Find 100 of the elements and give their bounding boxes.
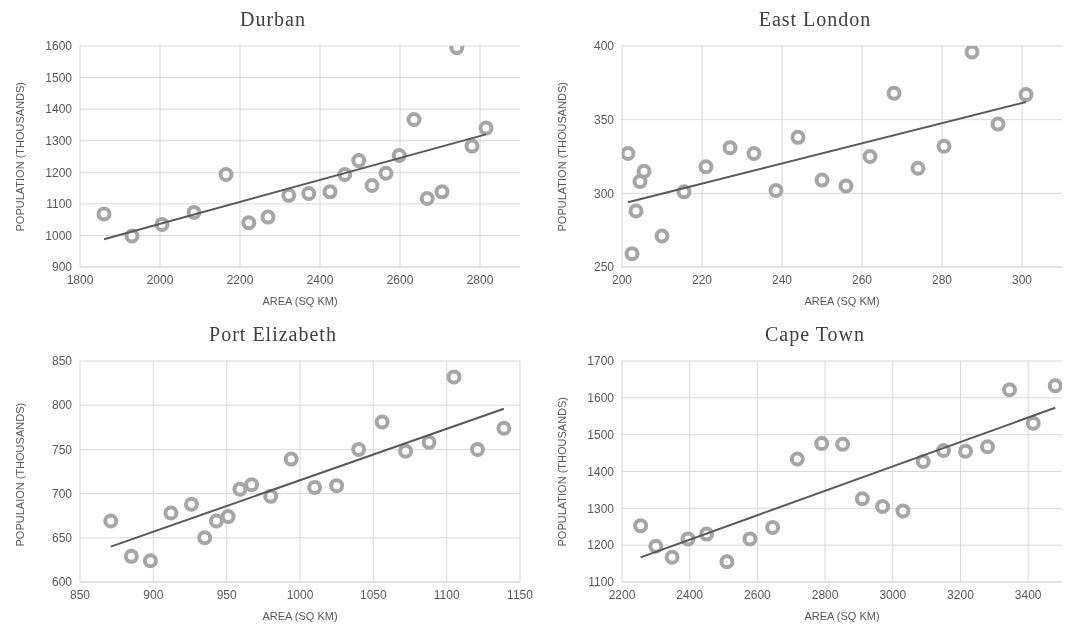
point — [1002, 382, 1018, 398]
y-tick-label: 800 — [51, 398, 73, 413]
x-tick-label: 2000 — [146, 272, 174, 287]
point — [364, 178, 380, 194]
point — [1018, 87, 1034, 103]
point — [329, 478, 345, 494]
point — [622, 146, 636, 162]
point — [632, 174, 648, 190]
point — [434, 184, 450, 200]
y-tick-label: 1500 — [587, 427, 615, 442]
y-tick-label: 600 — [51, 575, 73, 590]
x-tick-label: 1100 — [433, 587, 460, 602]
point — [103, 513, 119, 529]
y-tick-label: 350 — [593, 112, 615, 127]
x-tick-label: 3200 — [947, 587, 975, 602]
point — [719, 554, 735, 570]
point — [496, 420, 512, 436]
point — [183, 496, 199, 512]
point — [628, 203, 644, 219]
point — [351, 153, 367, 169]
x-tick-label: 2600 — [744, 587, 772, 602]
y-tick-label: 1600 — [587, 391, 615, 406]
point — [351, 441, 367, 457]
point — [301, 185, 317, 201]
point — [875, 498, 891, 514]
point — [633, 518, 649, 534]
point — [910, 160, 926, 176]
point — [964, 46, 980, 60]
x-tick-label: 900 — [143, 587, 164, 602]
point — [220, 509, 236, 525]
y-tick-label: 1100 — [588, 575, 615, 590]
y-tick-label: 1400 — [587, 464, 615, 479]
chart-title: East London — [757, 8, 873, 32]
point — [742, 531, 758, 547]
y-tick-label: 650 — [51, 531, 73, 546]
x-tick-label: 1150 — [507, 587, 534, 602]
x-tick-label: 2400 — [676, 587, 704, 602]
point — [123, 548, 139, 564]
point — [790, 129, 806, 145]
point — [1047, 378, 1062, 394]
point — [648, 538, 664, 554]
y-tick-label: 1300 — [587, 501, 615, 516]
point — [478, 120, 494, 136]
point — [281, 187, 297, 203]
y-tick-label: 1100 — [46, 197, 73, 212]
point — [218, 167, 234, 182]
point — [197, 530, 213, 546]
y-axis-title: POPULATION (THOUSANDS) — [13, 81, 26, 232]
x-tick-label: 280 — [931, 272, 953, 287]
chart-title: Durban — [239, 8, 307, 32]
chart-title: Cape Town — [764, 323, 866, 348]
x-tick-label: 1050 — [359, 587, 387, 602]
point — [244, 477, 260, 493]
point — [283, 451, 299, 467]
y-tick-label: 250 — [593, 260, 615, 275]
x-axis-title: AREA (SQ KM) — [262, 610, 338, 622]
point — [654, 228, 670, 244]
point — [142, 553, 158, 569]
chart-title: Port Elizabeth — [208, 323, 338, 347]
point — [96, 206, 112, 222]
y-tick-label: 1700 — [587, 354, 615, 369]
point — [915, 454, 931, 470]
point — [854, 491, 870, 507]
point — [746, 146, 762, 162]
y-tick-label: 400 — [593, 39, 615, 54]
x-tick-label: 2800 — [811, 587, 839, 602]
point — [990, 116, 1006, 132]
x-tick-label: 3000 — [879, 587, 907, 602]
y-tick-label: 1200 — [45, 165, 73, 180]
point — [260, 209, 276, 225]
x-tick-label: 2400 — [306, 272, 334, 287]
point — [322, 184, 338, 200]
point — [980, 439, 996, 455]
point — [374, 414, 390, 430]
point — [232, 481, 248, 497]
point — [886, 85, 902, 101]
point — [789, 451, 805, 467]
x-axis-title: AREA (SQ KM) — [804, 610, 880, 622]
point — [768, 182, 784, 198]
point — [814, 172, 830, 188]
y-axis-title: POPULATION (THOUSANDS) — [555, 396, 568, 547]
y-tick-label: 1300 — [45, 133, 73, 148]
x-tick-label: 850 — [69, 587, 91, 602]
point — [958, 443, 974, 459]
point — [936, 138, 952, 154]
point — [208, 513, 224, 529]
x-tick-label: 1000 — [286, 587, 314, 602]
x-tick-label: 2600 — [386, 272, 414, 287]
point — [163, 505, 179, 521]
point — [862, 149, 878, 164]
x-tick-label: 300 — [1011, 272, 1033, 287]
point — [838, 178, 854, 194]
point — [241, 215, 257, 231]
x-axis-title: AREA (SQ KM) — [262, 295, 338, 307]
y-tick-label: 900 — [51, 260, 73, 275]
point — [406, 112, 422, 128]
y-axis-title: POPULAION (THOUSANDS) — [13, 402, 26, 547]
x-tick-label: 200 — [611, 272, 633, 287]
x-tick-label: 2200 — [226, 272, 254, 287]
point — [895, 503, 911, 519]
